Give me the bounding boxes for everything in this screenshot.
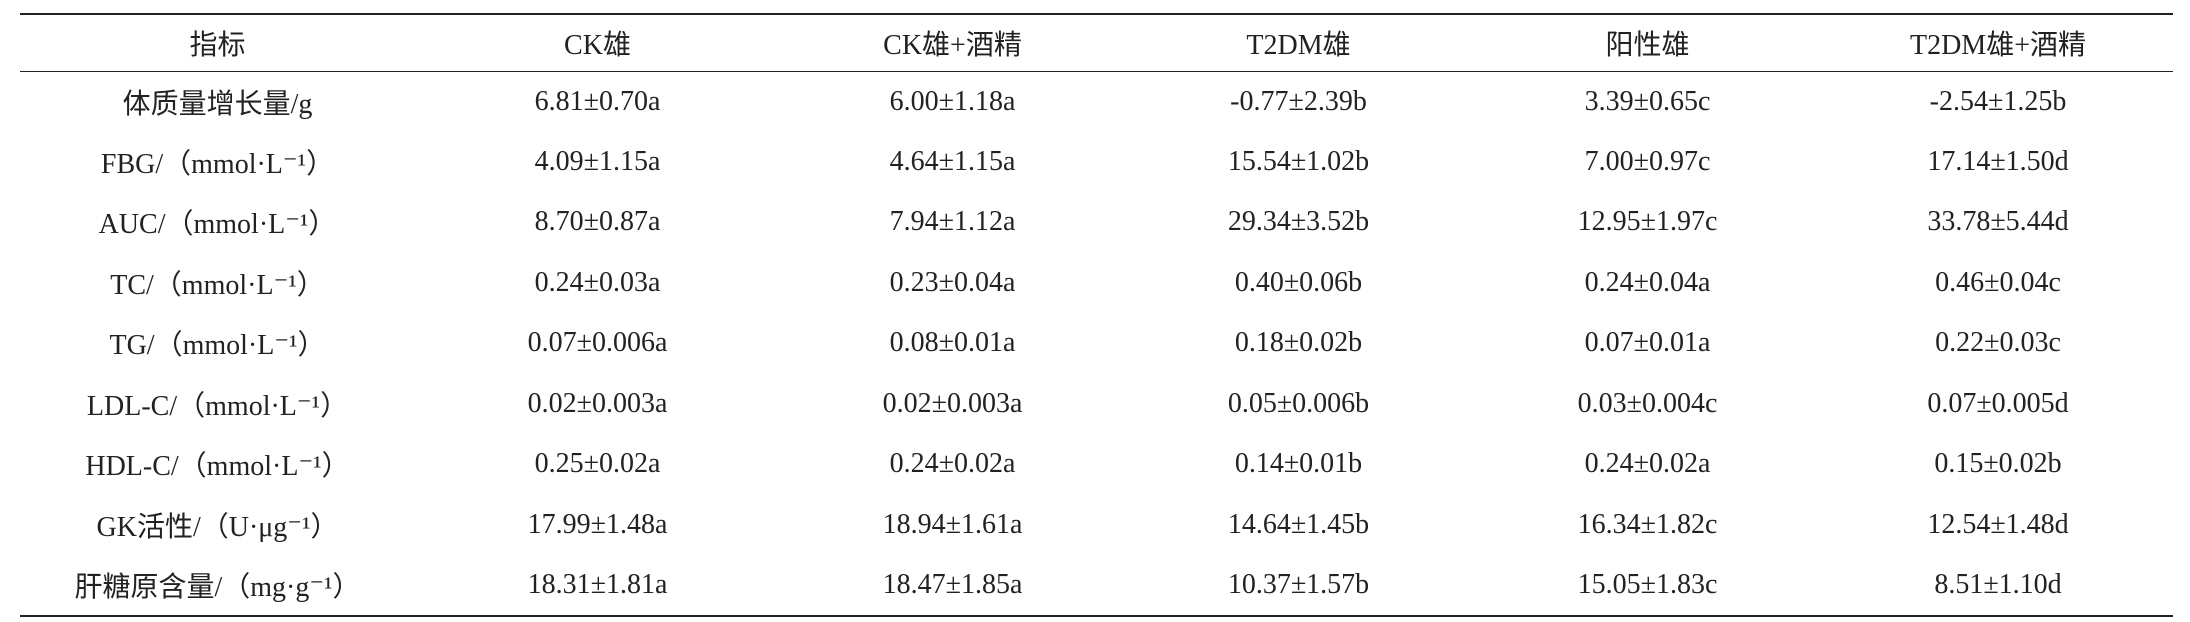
table-cell: 15.54±1.02b: [1227, 145, 1370, 177]
table-row: GK活性/（U·μg⁻¹） 17.99±1.48a 18.94±1.61a 14.64…: [20, 495, 2173, 556]
table-cell: 0.25±0.02a: [534, 448, 661, 480]
header-cell: 指标: [20, 13, 415, 72]
table-cell: -0.77±2.39b: [1230, 85, 1367, 117]
table-cell: 0.02±0.003a: [527, 387, 668, 419]
row-label: 体质量增长量/g: [122, 88, 313, 120]
table-cell: 0.08±0.01a: [889, 327, 1016, 359]
table-row: HDL-C/（mmol·L⁻¹） 0.25±0.02a 0.24±0.02a 0.14…: [20, 434, 2173, 495]
table-cell: 3.39±0.65c: [1584, 85, 1711, 117]
table-cell: 14.64±1.45b: [1227, 508, 1370, 540]
header-cell: CK雄: [415, 13, 780, 72]
table-row: TG/（mmol·L⁻¹） 0.07±0.006a 0.08±0.01a 0.18±0…: [20, 313, 2173, 374]
header-row: 指标 CK雄 CK雄+酒精 T2DM雄 阳性雄 T2DM雄+酒精: [20, 13, 2173, 72]
row-label: GK活性/（U·μg⁻¹）: [96, 511, 339, 543]
table-cell: 0.07±0.005d: [1927, 387, 2069, 419]
row-label: TC/（mmol·L⁻¹）: [110, 269, 325, 301]
table-cell: 12.95±1.97c: [1577, 206, 1718, 238]
header-cell: T2DM雄+酒精: [1823, 13, 2173, 72]
table-cell: 4.64±1.15a: [889, 145, 1016, 177]
table-row: 肝糖原含量/（mg·g⁻¹） 18.31±1.81a 18.47±1.85a 10.3…: [20, 555, 2173, 617]
table-cell: 17.14±1.50d: [1927, 145, 2069, 177]
table-cell: 10.37±1.57b: [1125, 555, 1472, 617]
table-cell: 0.24±0.02a: [889, 448, 1016, 480]
table-cell: 29.34±3.52b: [1227, 206, 1370, 238]
table-cell: 0.03±0.004c: [1577, 387, 1718, 419]
table-row: AUC/（mmol·L⁻¹） 8.70±0.87a 7.94±1.12a 29.34±…: [20, 192, 2173, 253]
header-cell: 阳性雄: [1472, 13, 1823, 72]
table-cell: -2.54±1.25b: [1929, 85, 2067, 117]
table-cell: 0.46±0.04c: [1935, 266, 2061, 298]
table-cell: 33.78±5.44d: [1927, 206, 2069, 238]
table-cell: 7.94±1.12a: [889, 206, 1016, 238]
table-cell: 0.18±0.02b: [1234, 327, 1363, 359]
table-cell: 18.31±1.81a: [415, 555, 780, 617]
table-cell: 0.24±0.04a: [1584, 266, 1711, 298]
table-cell: 18.94±1.61a: [882, 508, 1023, 540]
table-cell: 0.05±0.006b: [1227, 387, 1370, 419]
table-cell: 8.70±0.87a: [534, 206, 661, 238]
row-label: AUC/（mmol·L⁻¹）: [98, 209, 337, 241]
row-label: LDL-C/（mmol·L⁻¹）: [86, 390, 349, 422]
table-cell: 0.40±0.06b: [1234, 266, 1363, 298]
header-cell: CK雄+酒精: [780, 13, 1125, 72]
table-row: LDL-C/（mmol·L⁻¹） 0.02±0.003a 0.02±0.003a 0.…: [20, 374, 2173, 435]
table-cell: 0.24±0.03a: [534, 266, 661, 298]
row-label: TG/（mmol·L⁻¹）: [109, 330, 326, 362]
table-cell: 8.51±1.10d: [1823, 555, 2173, 617]
table-row: TC/（mmol·L⁻¹） 0.24±0.03a 0.23±0.04a 0.40±0.…: [20, 253, 2173, 314]
table-cell: 16.34±1.82c: [1577, 508, 1718, 540]
table-cell: 18.47±1.85a: [780, 555, 1125, 617]
table-cell: 0.23±0.04a: [889, 266, 1016, 298]
table-cell: 0.07±0.01a: [1584, 327, 1711, 359]
table-header: 指标 CK雄 CK雄+酒精 T2DM雄 阳性雄 T2DM雄+酒精: [20, 13, 2173, 72]
table-cell: 0.07±0.006a: [527, 327, 668, 359]
table-cell: 0.14±0.01b: [1234, 448, 1363, 480]
table-cell: 4.09±1.15a: [534, 145, 661, 177]
table-cell: 0.02±0.003a: [882, 387, 1023, 419]
row-label: HDL-C/（mmol·L⁻¹）: [85, 451, 350, 483]
table-cell: 7.00±0.97c: [1584, 145, 1711, 177]
table-cell: 0.22±0.03c: [1935, 327, 2061, 359]
table-cell: 0.24±0.02a: [1584, 448, 1711, 480]
data-table: 指标 CK雄 CK雄+酒精 T2DM雄 阳性雄 T2DM雄+酒精 体质量增长量/g 6.81…: [20, 13, 2173, 617]
table-row: FBG/（mmol·L⁻¹） 4.09±1.15a 4.64±1.15a 15.54±…: [20, 132, 2173, 193]
table-cell: 12.54±1.48d: [1927, 508, 2069, 540]
header-cell: T2DM雄: [1125, 13, 1472, 72]
table-body: 体质量增长量/g 6.81±0.70a 6.00±1.18a -0.77±2.39b 3…: [20, 71, 2173, 617]
table-cell: 6.00±1.18a: [889, 85, 1016, 117]
row-label: 肝糖原含量/（mg·g⁻¹）: [20, 555, 415, 617]
table-row: 体质量增长量/g 6.81±0.70a 6.00±1.18a -0.77±2.39b 3…: [20, 71, 2173, 132]
table-cell: 0.15±0.02b: [1934, 448, 2062, 480]
table-cell: 15.05±1.83c: [1472, 555, 1823, 617]
table-cell: 6.81±0.70a: [534, 85, 661, 117]
table-cell: 17.99±1.48a: [527, 508, 668, 540]
row-label: FBG/（mmol·L⁻¹）: [100, 148, 335, 180]
